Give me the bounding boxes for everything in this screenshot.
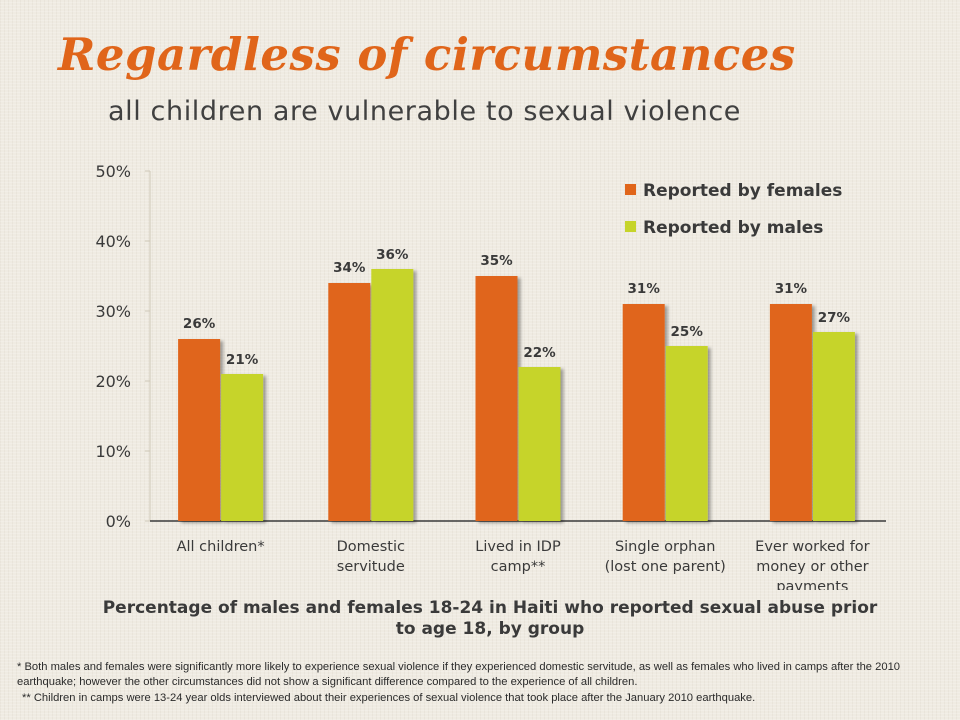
bar-male [221,374,264,521]
legend-swatch-male [625,221,636,232]
y-tick-label: 10% [95,442,131,461]
x-category-label: Domestic [337,539,405,555]
labels-layer: 26% 21% 34% 36% 35% 22% 31% 25% 31% 27% [183,247,851,368]
bar-female [622,304,665,521]
x-category-label: Single orphan [615,539,716,555]
data-label-female: 35% [480,253,513,269]
data-label-female: 31% [628,281,661,297]
x-category-label: payments [776,579,848,590]
x-category-label: All children* [177,539,265,555]
y-tick-label: 50% [95,162,131,181]
data-label-female: 26% [183,316,216,332]
data-label-female: 31% [775,281,808,297]
x-category-label: Ever worked for [755,539,870,555]
y-tick-label: 30% [95,302,131,321]
legend: Reported by females Reported by males [625,181,842,238]
x-category-label: Lived in IDP [475,539,561,555]
legend-label-female: Reported by females [643,181,842,201]
x-category-label: money or other [756,559,868,575]
x-category-label: servitude [337,559,405,575]
bar-male [371,269,414,521]
data-label-male: 21% [226,352,259,368]
footnote-2: ** Children in camps were 13-24 year old… [22,692,756,704]
y-tick-label: 40% [95,232,131,251]
bar-male [812,332,855,521]
data-label-male: 25% [671,324,704,340]
data-label-male: 22% [523,345,556,361]
bars-layer [178,269,855,521]
bar-female [475,276,518,521]
x-category-label: (lost one parent) [605,559,726,575]
y-tick-label: 0% [106,512,131,531]
bar-chart: 0% 10% 20% 30% 40% 50% All children* Domestic se… [95,162,886,590]
bar-female [328,283,371,521]
bar-female [769,304,812,521]
legend-swatch-female [625,184,636,195]
footnote-1: * Both males and females were significan… [17,661,901,688]
x-category-label: camp** [491,559,546,575]
slide-title: Regardless of circumstances [58,28,796,81]
data-label-male: 36% [376,247,409,263]
data-label-male: 27% [818,310,851,326]
chart-caption: Percentage of males and females 18-24 in… [102,598,878,639]
y-tick-label: 20% [95,372,131,391]
bar-male [518,367,561,521]
data-label-female: 34% [333,260,366,276]
legend-label-male: Reported by males [643,218,823,238]
bar-female [178,339,221,521]
axis-layer: 0% 10% 20% 30% 40% 50% All children* Domestic se… [95,162,886,590]
slide-subtitle: all children are vulnerable to sexual vi… [108,96,741,127]
bar-male [665,346,708,521]
